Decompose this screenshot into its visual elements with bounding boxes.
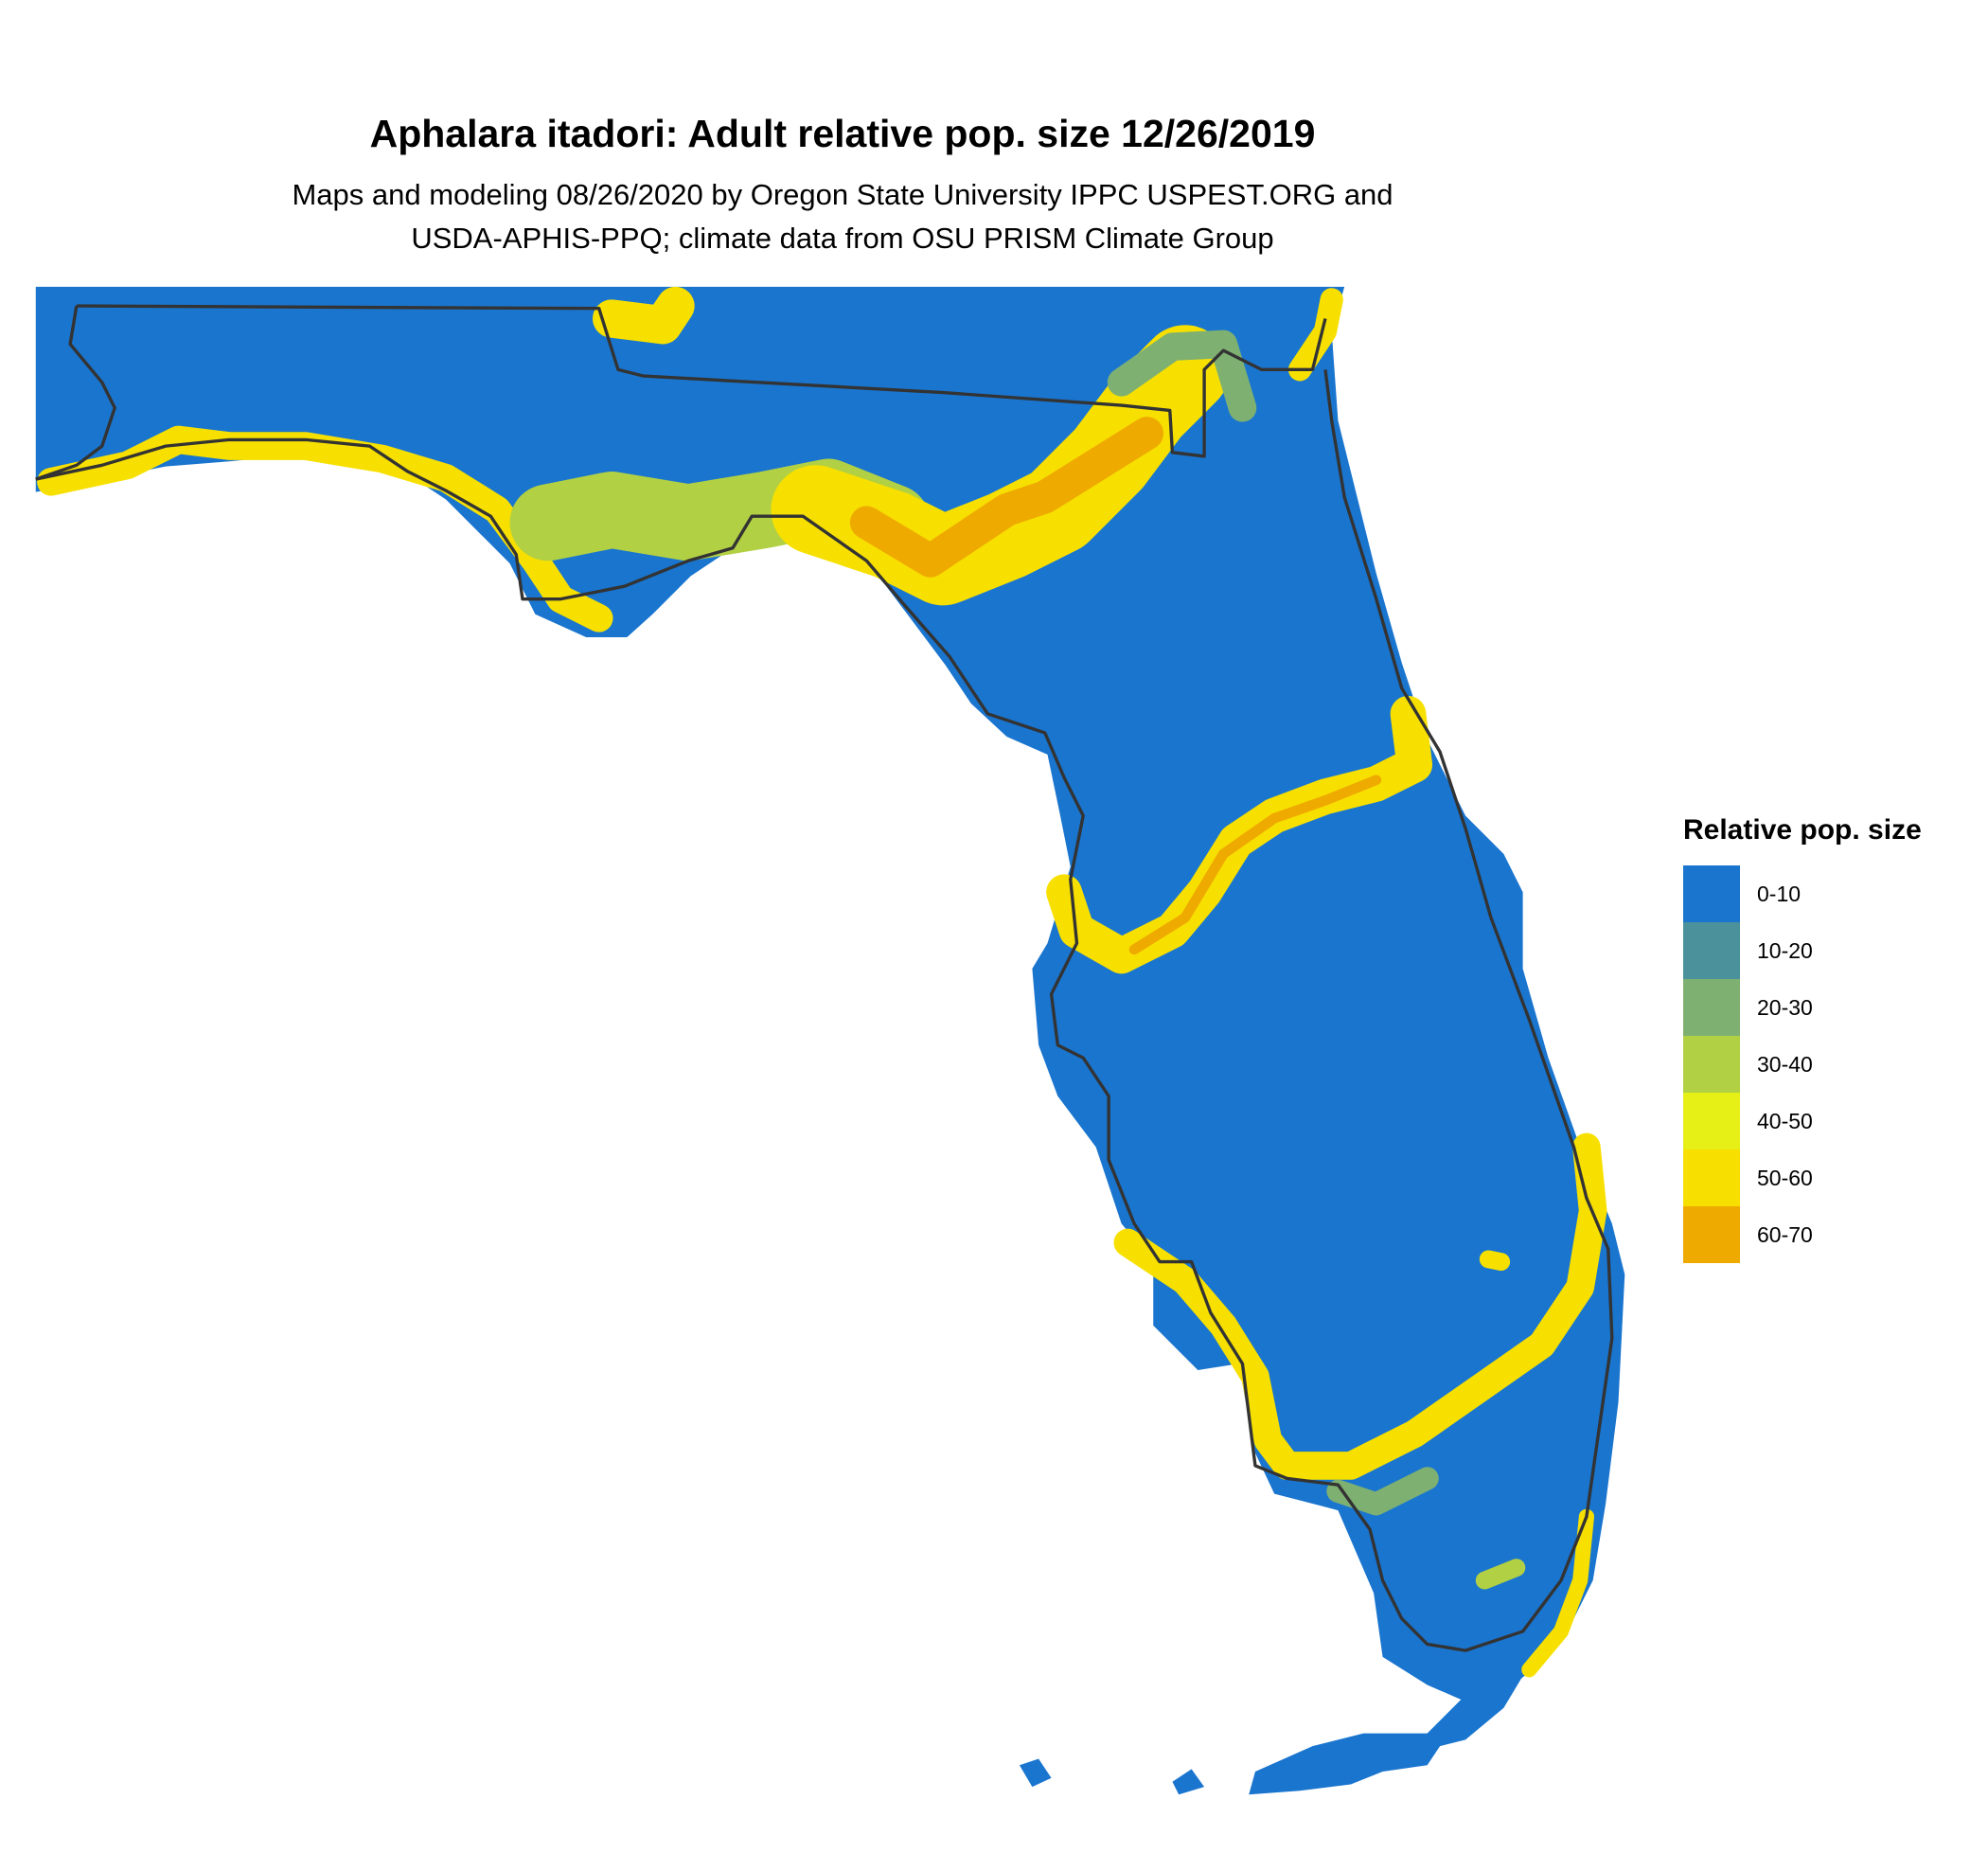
- legend-label: 50-60: [1757, 1165, 1813, 1190]
- map-title: Aphalara itadori: Adult relative pop. si…: [369, 112, 1316, 155]
- state-boundary-north: [76, 304, 1327, 458]
- panhandle-west-boundary: [35, 305, 116, 481]
- florida-coastline: [35, 369, 1614, 1652]
- sw-coast-band: [1113, 1132, 1607, 1480]
- miami-patch: [1475, 1559, 1526, 1590]
- central-band-orange: [1128, 775, 1382, 955]
- florida-keys: [1019, 1676, 1523, 1795]
- legend-swatch: [1683, 865, 1740, 922]
- sw-green-band: [1326, 1467, 1439, 1516]
- legend-swatch: [1683, 922, 1740, 979]
- map-subtitle-line-2: USDA-APHIS-PPQ; climate data from OSU PR…: [411, 222, 1274, 255]
- legend-swatch: [1683, 1206, 1740, 1263]
- legend-label: 60-70: [1757, 1221, 1813, 1247]
- gainesville-patch: [592, 286, 695, 345]
- northeast-band: [1107, 330, 1257, 422]
- legend-item: 10-20: [1683, 922, 1922, 979]
- legend-item: 50-60: [1683, 1149, 1922, 1206]
- jacksonville-band: [1287, 288, 1343, 382]
- bigbend-hotspot: [849, 417, 1164, 578]
- inland-patch: [1479, 1250, 1511, 1272]
- legend-swatch: [1683, 1093, 1740, 1149]
- legend-item: 60-70: [1683, 1206, 1922, 1263]
- legend-swatch: [1683, 1036, 1740, 1093]
- legend-label: 10-20: [1757, 937, 1813, 963]
- legend-label: 20-30: [1757, 994, 1813, 1020]
- legend-title: Relative pop. size: [1683, 814, 1922, 846]
- legend-item: 30-40: [1683, 1036, 1922, 1093]
- map-subtitle-line-1: Maps and modeling 08/26/2020 by Oregon S…: [292, 178, 1393, 211]
- legend-swatch: [1683, 979, 1740, 1036]
- legend-item: 0-10: [1683, 865, 1922, 922]
- legend-label: 0-10: [1757, 881, 1802, 906]
- legend: Relative pop. size 0-10 10-20 20-30 30-40 40…: [1683, 814, 1922, 1263]
- legend-swatch: [1683, 1149, 1740, 1206]
- legend-label: 30-40: [1757, 1051, 1813, 1077]
- legend-item: 20-30: [1683, 979, 1922, 1036]
- legend-label: 40-50: [1757, 1108, 1813, 1133]
- legend-item: 40-50: [1683, 1093, 1922, 1149]
- se-coast-band: [1521, 1508, 1594, 1678]
